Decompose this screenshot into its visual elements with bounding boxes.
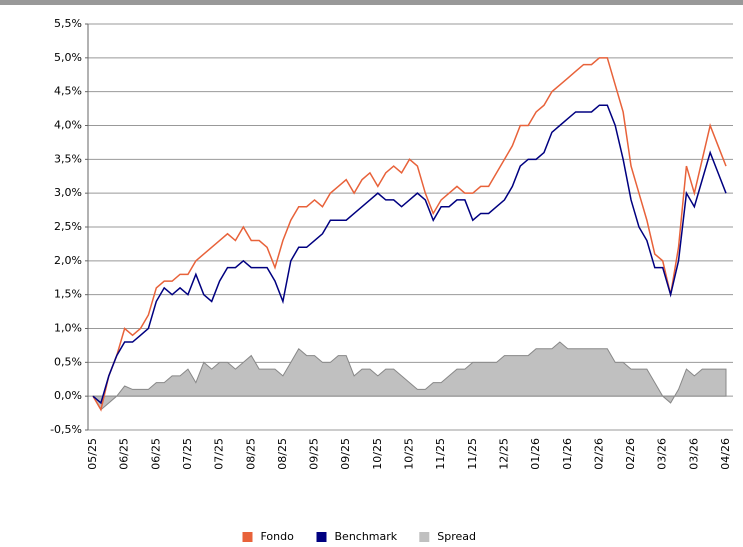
y-tick-label: 5,0%	[54, 51, 82, 64]
x-tick-label: 02/26	[592, 438, 605, 470]
y-tick-label: 5,5%	[54, 17, 82, 30]
y-tick-label: 4,0%	[54, 119, 82, 132]
x-tick-label: 07/25	[213, 438, 226, 470]
x-tick-label: 08/25	[244, 438, 257, 470]
y-tick-label: 2,5%	[54, 220, 82, 233]
x-tick-label: 12/25	[497, 438, 510, 470]
series-line	[92, 57, 727, 412]
top-bar	[0, 0, 743, 5]
legend-swatch	[419, 532, 430, 542]
x-tick-label: 03/26	[656, 438, 669, 470]
x-tick-label: 09/25	[308, 438, 321, 470]
legend-label: Fondo	[261, 530, 295, 543]
y-tick-label: 3,5%	[54, 152, 82, 165]
y-tick-label: 0,0%	[54, 389, 82, 402]
x-tick-label: 07/25	[181, 438, 194, 470]
x-tick-label: 11/25	[434, 438, 447, 470]
x-tick-label: 10/25	[403, 438, 416, 470]
y-tick-label: 1,5%	[54, 288, 82, 301]
legend-swatch	[316, 532, 327, 542]
legend-label: Spread	[437, 530, 476, 543]
y-tick-label: -0,5%	[50, 423, 82, 436]
x-tick-label: 06/25	[118, 438, 131, 470]
spread-area	[92, 341, 727, 411]
x-tick-label: 10/25	[371, 438, 384, 470]
x-tick-label: 03/26	[687, 438, 700, 470]
y-tick-label: 1,0%	[54, 322, 82, 335]
x-tick-label: 11/25	[466, 438, 479, 470]
y-tick-label: 3,0%	[54, 186, 82, 199]
y-tick-label: 0,5%	[54, 355, 82, 368]
y-tick-label: 2,0%	[54, 254, 82, 267]
x-tick-label: 02/26	[624, 438, 637, 470]
x-tick-label: 01/26	[529, 438, 542, 470]
series-line	[92, 104, 727, 405]
y-tick-label: 4,5%	[54, 85, 82, 98]
x-tick-label: 08/25	[276, 438, 289, 470]
x-tick-label: 04/26	[719, 438, 732, 470]
x-tick-label: 01/26	[561, 438, 574, 470]
x-tick-label: 05/25	[86, 438, 99, 470]
x-tick-label: 06/25	[149, 438, 162, 470]
legend-label: Benchmark	[335, 530, 398, 543]
legend-swatch	[242, 532, 253, 542]
x-tick-label: 09/25	[339, 438, 352, 470]
